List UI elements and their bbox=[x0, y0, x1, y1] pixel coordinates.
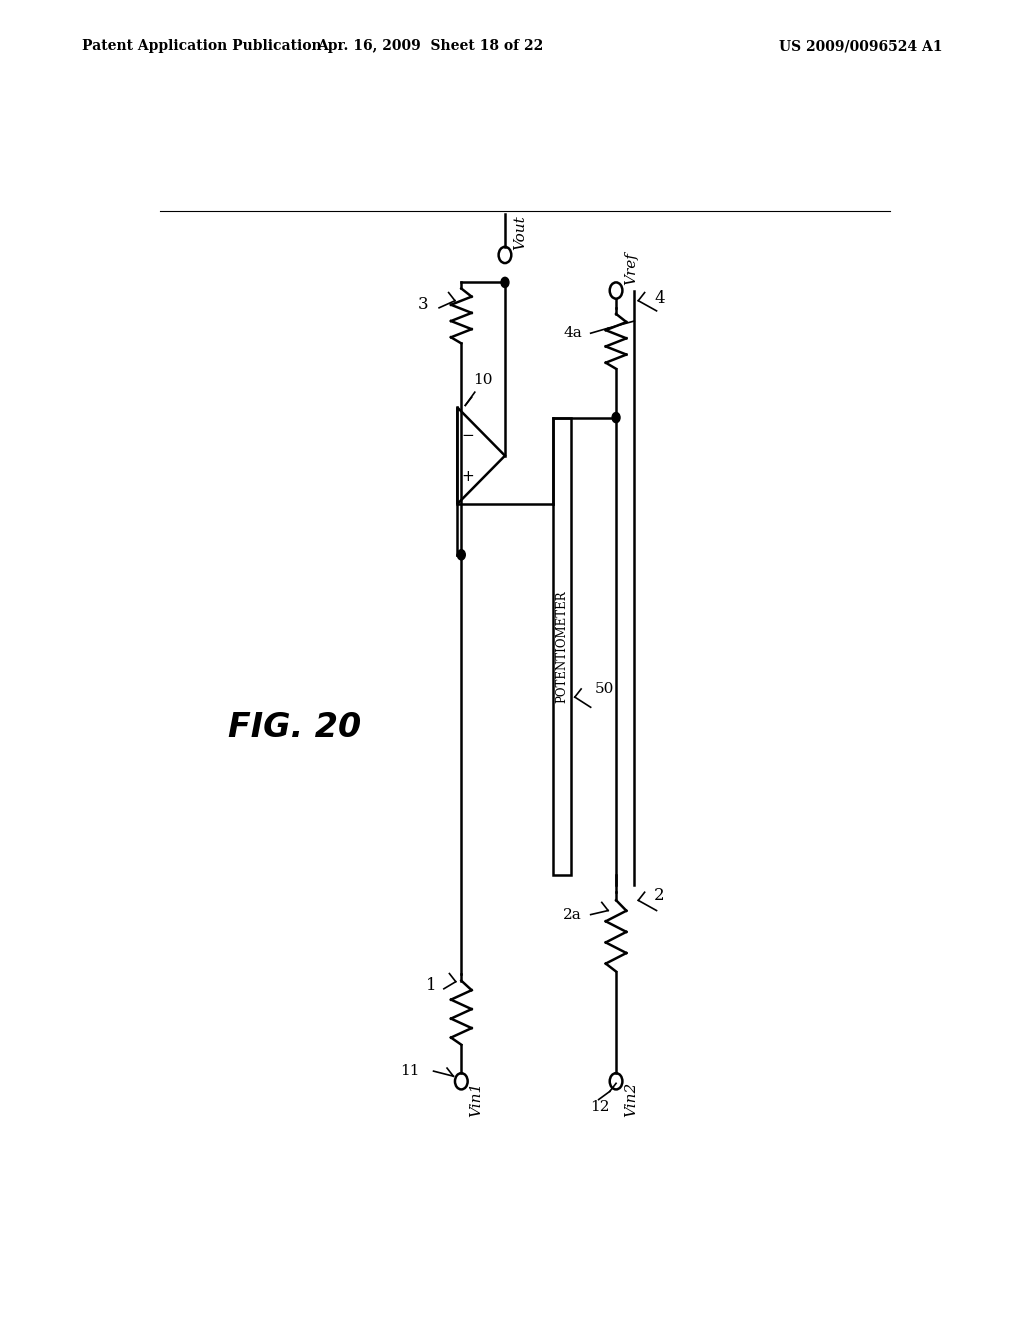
Text: 10: 10 bbox=[473, 374, 493, 387]
Text: +: + bbox=[461, 469, 474, 483]
Bar bbox=[553, 417, 570, 875]
Text: 4a: 4a bbox=[563, 326, 582, 341]
Text: 3: 3 bbox=[418, 296, 428, 313]
Text: POTENTIOMETER: POTENTIOMETER bbox=[555, 590, 568, 702]
Text: Vin1: Vin1 bbox=[469, 1081, 483, 1117]
Text: 50: 50 bbox=[595, 682, 614, 696]
Text: Vout: Vout bbox=[513, 215, 527, 249]
Text: Patent Application Publication: Patent Application Publication bbox=[82, 40, 322, 53]
Text: Vref: Vref bbox=[624, 252, 638, 285]
Text: FIG. 20: FIG. 20 bbox=[228, 711, 361, 744]
Text: 12: 12 bbox=[591, 1100, 610, 1114]
Text: −: − bbox=[461, 428, 474, 444]
Text: Apr. 16, 2009  Sheet 18 of 22: Apr. 16, 2009 Sheet 18 of 22 bbox=[317, 40, 543, 53]
Text: 11: 11 bbox=[400, 1064, 420, 1078]
Circle shape bbox=[612, 413, 621, 422]
Text: 2a: 2a bbox=[563, 908, 582, 921]
Circle shape bbox=[501, 277, 509, 288]
Text: 4: 4 bbox=[654, 290, 665, 308]
Text: 1: 1 bbox=[426, 977, 436, 994]
Text: 2: 2 bbox=[654, 887, 665, 904]
Circle shape bbox=[458, 549, 465, 560]
Text: Vin2: Vin2 bbox=[624, 1081, 638, 1117]
Text: US 2009/0096524 A1: US 2009/0096524 A1 bbox=[778, 40, 942, 53]
